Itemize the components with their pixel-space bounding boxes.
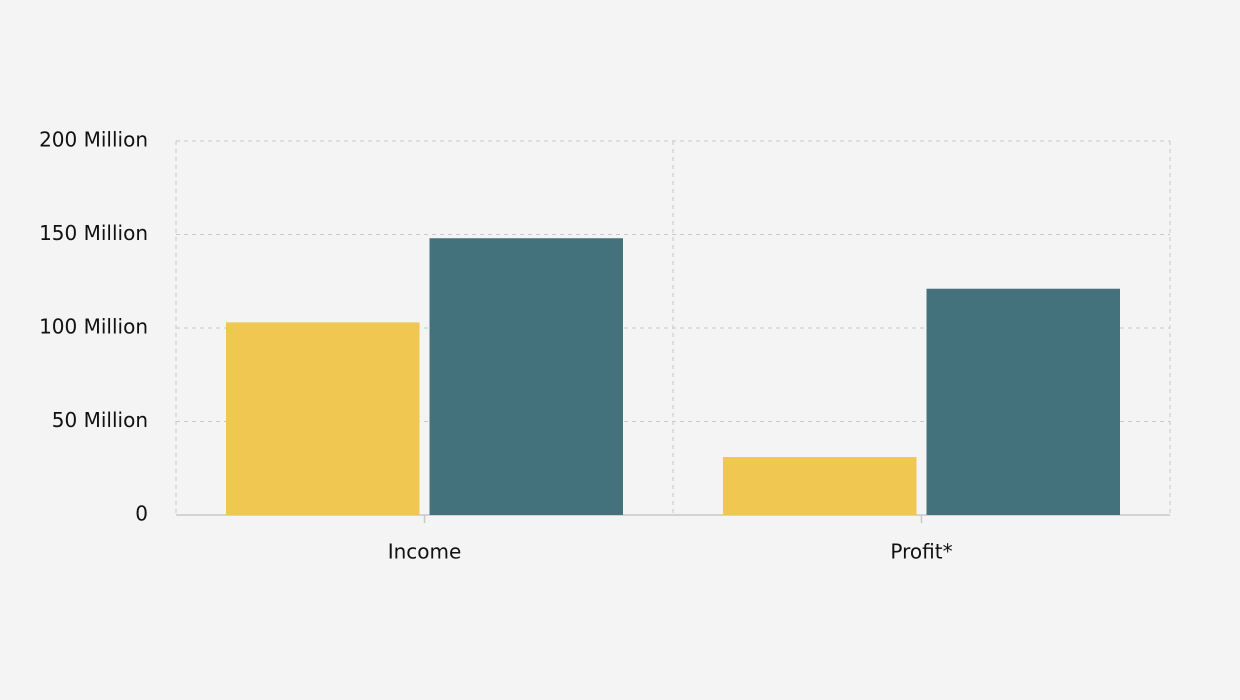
x-tick-label: Income [388,540,462,564]
bar [429,238,623,516]
bar [226,322,420,515]
x-tick-label: Profit* [890,540,952,564]
bar [926,288,1120,515]
bar [723,457,917,515]
y-tick-label: 0 [135,502,148,526]
y-tick-label: 100 Million [39,315,148,339]
y-tick-label: 150 Million [39,221,148,245]
y-tick-label: 200 Million [39,128,148,152]
y-tick-label: 50 Million [52,408,148,432]
